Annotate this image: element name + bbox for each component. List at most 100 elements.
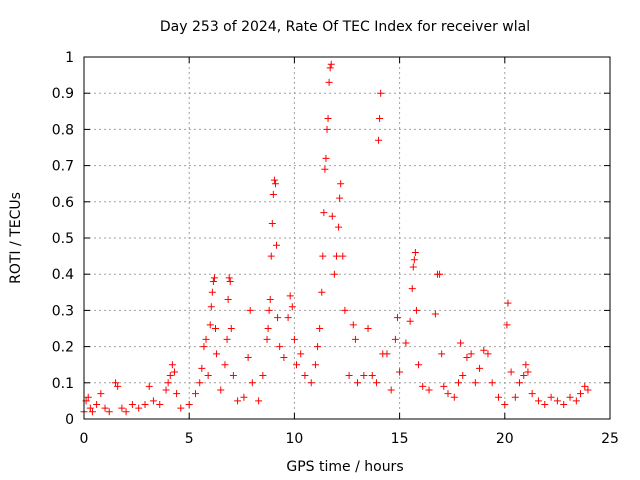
data-point (265, 306, 273, 314)
data-point (177, 404, 185, 412)
data-point (463, 353, 471, 361)
x-tick-label: 25 (601, 431, 619, 447)
y-tick-label: 0.2 (52, 340, 74, 356)
data-point (311, 361, 319, 369)
data-point (360, 372, 368, 380)
data-point (227, 325, 235, 332)
data-point (376, 115, 384, 123)
data-point (274, 314, 282, 322)
data-point (375, 136, 383, 144)
data-point (503, 321, 511, 329)
data-point (326, 64, 334, 72)
data-point (101, 404, 109, 412)
data-point (471, 379, 479, 387)
data-point (225, 274, 233, 282)
data-point (202, 335, 210, 343)
data-point (206, 321, 214, 329)
data-point (408, 285, 416, 293)
data-point (455, 379, 463, 387)
data-point (419, 382, 427, 390)
data-point (336, 194, 344, 202)
data-point (192, 390, 200, 398)
data-point (276, 343, 284, 351)
data-point (409, 263, 417, 271)
y-tick-label: 0.6 (52, 195, 74, 211)
data-point (273, 241, 281, 249)
data-point (145, 382, 153, 390)
data-point (244, 353, 252, 361)
data-point (396, 368, 404, 376)
data-point (264, 325, 272, 332)
data-point (459, 372, 467, 380)
data-point (246, 306, 254, 314)
data-point (335, 223, 343, 231)
data-point (149, 397, 157, 405)
data-point (307, 379, 315, 387)
y-tick-label: 0 (65, 412, 74, 428)
data-point (330, 270, 338, 278)
data-point (328, 212, 336, 220)
data-point (248, 379, 256, 387)
data-point (316, 325, 324, 332)
data-point (440, 382, 448, 390)
data-point (406, 317, 414, 325)
data-point (208, 288, 216, 296)
data-point (204, 372, 212, 380)
data-point (319, 252, 327, 260)
data-point (114, 382, 122, 390)
data-point (524, 368, 532, 376)
data-point (156, 401, 164, 409)
data-point (520, 372, 528, 380)
data-point (105, 408, 113, 416)
axis-ticks (83, 56, 611, 420)
data-point (269, 191, 277, 199)
data-point (293, 361, 301, 369)
data-point (368, 372, 376, 380)
data-point (297, 350, 305, 358)
data-point (484, 350, 492, 358)
x-tick-label: 10 (285, 431, 303, 447)
plot-frame (83, 56, 611, 420)
data-point (266, 296, 274, 304)
y-axis-label: ROTI / TECUs (8, 192, 24, 284)
data-point (164, 379, 172, 387)
data-point (128, 401, 136, 409)
data-point (323, 125, 331, 133)
data-point (541, 401, 549, 409)
data-point (581, 382, 589, 390)
data-point (320, 209, 328, 217)
data-point (229, 372, 237, 380)
data-point (321, 165, 329, 173)
data-point (268, 220, 276, 228)
data-point (411, 248, 419, 256)
data-point (383, 350, 391, 358)
chart-title: Day 253 of 2024, Rate Of TEC Index for r… (160, 19, 530, 35)
data-point (327, 60, 335, 68)
data-point (457, 339, 465, 347)
y-tick-label: 0.7 (52, 159, 74, 175)
data-point (97, 390, 105, 398)
data-point (185, 401, 193, 409)
data-point (240, 393, 248, 401)
data-point (288, 303, 296, 311)
data-point (207, 303, 215, 311)
data-point (387, 386, 395, 394)
data-point (141, 401, 149, 409)
data-point (494, 393, 502, 401)
data-point (325, 78, 333, 86)
data-point (391, 335, 399, 343)
data-point (566, 393, 574, 401)
y-tick-label: 0.1 (52, 376, 74, 392)
data-point (364, 325, 372, 332)
data-point (501, 401, 509, 409)
data-point (450, 393, 458, 401)
y-tick-label: 0.8 (52, 122, 74, 138)
data-point (223, 335, 231, 343)
data-point (507, 368, 515, 376)
data-point (221, 361, 229, 369)
data-point (301, 372, 309, 380)
data-point (314, 343, 322, 351)
data-point (560, 401, 568, 409)
data-point (255, 397, 263, 405)
